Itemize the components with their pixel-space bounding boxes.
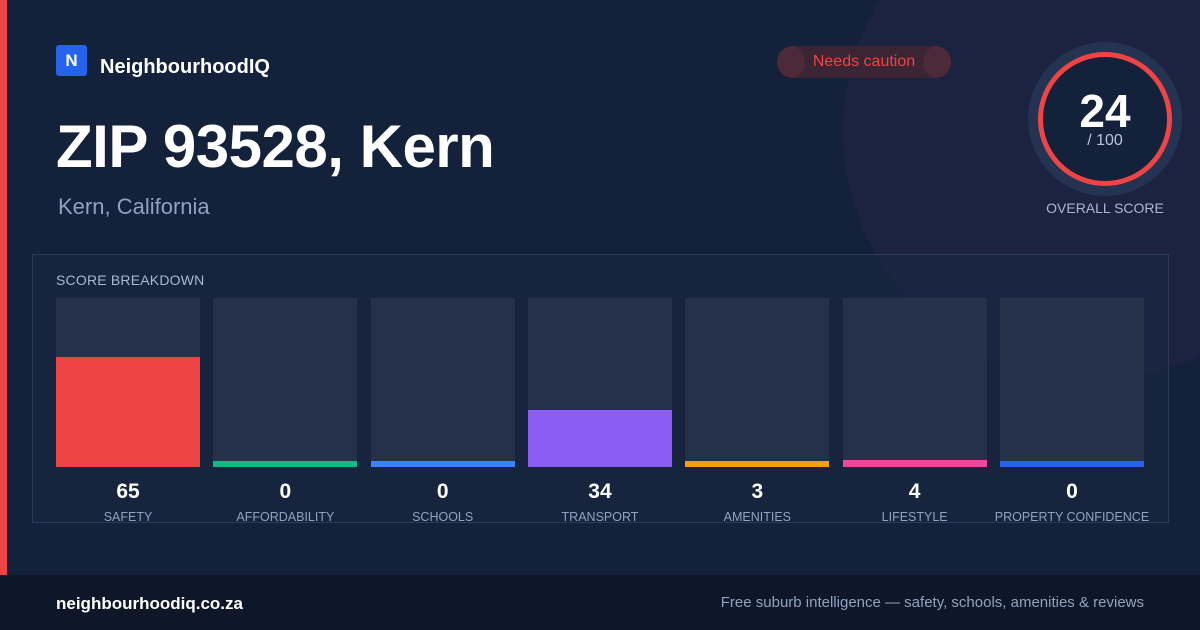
brand-logo-icon: N — [56, 45, 87, 76]
score-bar-value: 0 — [1066, 480, 1078, 503]
overall-score-ring — [1028, 42, 1182, 196]
score-bar-affordability: 0 AFFORDABILITY — [213, 298, 358, 524]
score-bar-safety: 65 SAFETY — [56, 298, 200, 524]
score-bar-label: PROPERTY CONFIDENCE — [994, 510, 1150, 524]
page-subtitle: Kern, California — [58, 194, 210, 219]
score-bar-track — [56, 298, 200, 467]
score-breakdown-bars: 65 SAFETY 0 AFFORDABILITY 0 SCHOOLS 34 TRANSPOR… — [56, 298, 1149, 524]
score-bar-value: 4 — [908, 480, 921, 503]
share-card: N NeighbourhoodIQ Needs caution ZIP 9352… — [0, 0, 1182, 575]
overall-score-label: OVERALL SCORE — [1046, 200, 1164, 216]
footer-tagline: Free suburb intelligence — safety, schoo… — [720, 594, 1144, 611]
score-bar-label: SCHOOLS — [412, 510, 474, 524]
score-breakdown-title: SCORE BREAKDOWN — [56, 272, 205, 288]
score-bar-value: 3 — [751, 480, 764, 503]
score-bar-label: TRANSPORT — [561, 510, 639, 524]
score-bar-value: 0 — [279, 480, 292, 503]
score-bar-track — [527, 298, 672, 467]
brand-name: NeighbourhoodIQ — [100, 56, 270, 78]
score-bar-fill — [213, 461, 358, 467]
score-bar-lifestyle: 4 LIFESTYLE — [842, 298, 987, 524]
status-badge: Needs caution — [777, 46, 951, 78]
score-breakdown-panel: SCORE BREAKDOWN 65 SAFETY 0 AFFORDABILITY 0 S… — [32, 254, 1169, 524]
score-bar-track — [685, 298, 830, 467]
score-bar-transport: 34 TRANSPORT — [527, 298, 672, 524]
score-bar-schools: 0 SCHOOLS — [370, 298, 515, 524]
page-title: ZIP 93528, Kern — [56, 113, 495, 180]
overall-score-ring-inner — [1038, 52, 1172, 186]
score-bar-fill — [685, 461, 830, 467]
score-bar-fill — [999, 461, 1144, 467]
score-bar-fill — [527, 410, 672, 467]
score-bar-label: AMENITIES — [723, 510, 791, 524]
score-bar-label: SAFETY — [103, 510, 153, 524]
score-bar-track — [213, 298, 358, 467]
score-bar-track — [370, 298, 515, 467]
score-bar-label: AFFORDABILITY — [236, 510, 335, 524]
accent-bar — [0, 0, 7, 575]
status-badge-label: Needs caution — [812, 53, 916, 70]
score-bar-track — [842, 298, 987, 467]
overall-score-value: 24 — [1079, 85, 1131, 137]
score-bar-fill — [370, 461, 515, 467]
score-bar-value: 65 — [116, 480, 140, 503]
score-bar-value: 0 — [436, 480, 449, 503]
score-bar-label: LIFESTYLE — [881, 510, 948, 524]
score-bar-fill — [842, 460, 987, 467]
footer: neighbourhoodiq.co.za Free suburb intell… — [0, 575, 1200, 630]
score-bar-amenities: 3 AMENITIES — [685, 298, 830, 524]
score-bar-property-confidence: 0 PROPERTY CONFIDENCE — [995, 298, 1149, 524]
overall-score-max: / 100 — [1087, 132, 1123, 149]
score-bar-fill — [56, 357, 200, 467]
score-bar-value: 34 — [588, 480, 612, 503]
footer-url: neighbourhoodiq.co.za — [56, 594, 243, 613]
score-bar-track — [999, 298, 1144, 467]
